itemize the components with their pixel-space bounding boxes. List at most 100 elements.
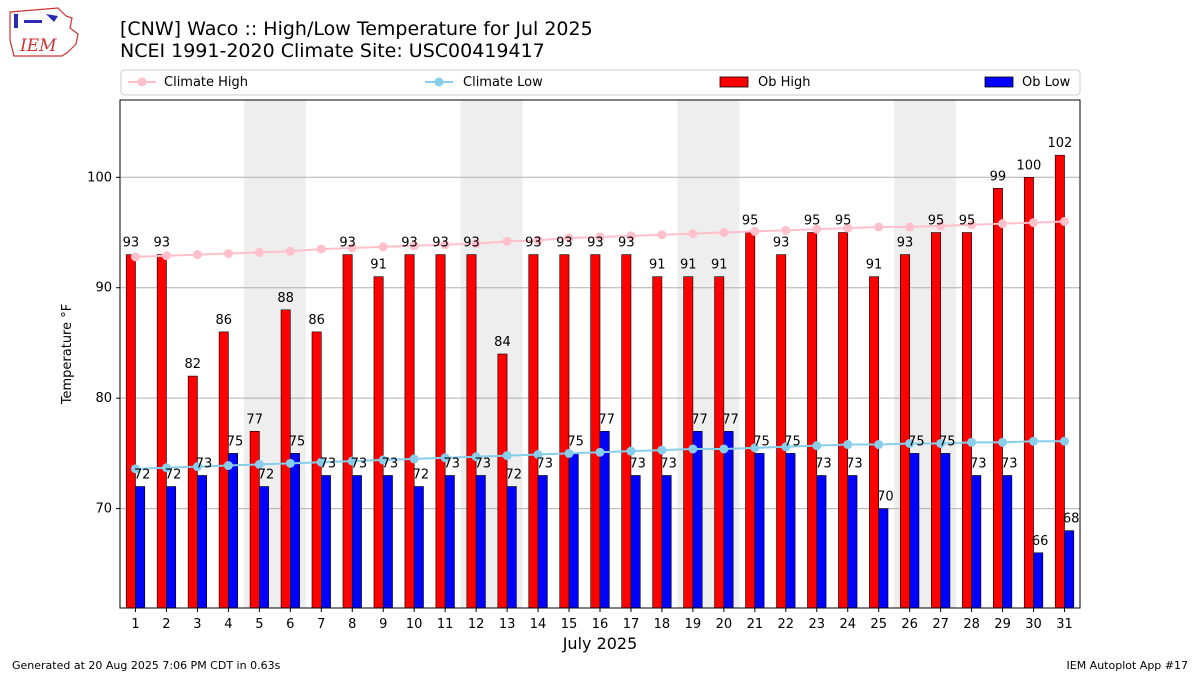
bar-ob-high-14 (528, 254, 539, 609)
label-ob-high-25: 91 (866, 258, 883, 273)
bar-ob-low-12 (475, 475, 486, 609)
point-climate-low-10 (409, 454, 419, 464)
label-ob-high-4: 86 (215, 313, 232, 328)
bar-ob-high-15 (559, 254, 570, 609)
label-ob-high-17: 93 (618, 236, 635, 251)
bar-ob-low-21 (754, 453, 765, 609)
point-climate-low-18 (657, 445, 667, 455)
point-climate-low-25 (874, 440, 884, 450)
label-ob-high-13: 84 (494, 335, 511, 350)
bar-ob-high-27 (931, 232, 941, 609)
x-tick-label-14: 14 (530, 617, 547, 632)
bar-ob-high-4 (218, 331, 229, 609)
point-climate-high-12 (471, 239, 481, 249)
bar-ob-high-17 (621, 254, 632, 609)
bar-ob-high-9 (373, 276, 384, 609)
bar-ob-low-14 (537, 475, 548, 609)
label-ob-low-24: 73 (846, 456, 863, 471)
point-climate-high-14 (533, 235, 543, 245)
x-tick-label-19: 19 (685, 617, 702, 632)
label-ob-high-27: 95 (928, 214, 945, 229)
point-climate-low-9 (378, 455, 388, 465)
point-climate-low-27 (936, 438, 946, 448)
x-tick-label-26: 26 (901, 617, 918, 632)
label-ob-high-12: 93 (463, 236, 480, 251)
legend-label-climate-high: Climate High (164, 75, 248, 90)
label-ob-low-4: 75 (227, 434, 244, 449)
x-tick-label-8: 8 (348, 617, 356, 632)
point-climate-high-7 (316, 244, 326, 254)
label-ob-low-29: 73 (1001, 456, 1018, 471)
label-ob-high-19: 91 (680, 258, 697, 273)
label-ob-low-13: 72 (505, 468, 522, 483)
point-climate-high-26 (905, 222, 915, 232)
point-climate-low-24 (843, 440, 853, 450)
y-tick-label-80: 80 (95, 391, 112, 406)
label-ob-low-9: 73 (382, 456, 399, 471)
x-tick-label-31: 31 (1056, 617, 1073, 632)
bar-ob-low-31 (1064, 530, 1075, 609)
bar-ob-high-5 (249, 431, 260, 609)
x-tick-label-28: 28 (963, 617, 980, 632)
bar-ob-high-1 (125, 254, 136, 609)
point-climate-high-24 (843, 223, 853, 233)
x-tick-label-11: 11 (437, 617, 454, 632)
legend-label-ob-high: Ob High (758, 75, 811, 90)
label-ob-high-30: 100 (1016, 158, 1041, 173)
label-ob-high-24: 95 (835, 214, 852, 229)
label-ob-low-6: 75 (289, 434, 306, 449)
bar-ob-high-12 (466, 254, 477, 609)
label-ob-high-16: 93 (587, 236, 604, 251)
label-ob-high-22: 93 (773, 236, 790, 251)
point-climate-low-6 (285, 458, 295, 468)
label-ob-high-3: 82 (185, 357, 202, 372)
label-ob-low-14: 73 (536, 456, 553, 471)
label-ob-low-31: 68 (1063, 512, 1080, 527)
label-ob-high-6: 88 (277, 291, 294, 306)
bar-ob-low-20 (723, 431, 734, 609)
bar-ob-high-21 (745, 232, 756, 609)
legend-item-climate-high: Climate High (128, 75, 248, 90)
x-tick-label-1: 1 (131, 617, 139, 632)
label-ob-high-10: 93 (401, 236, 418, 251)
point-climate-low-31 (1060, 436, 1070, 446)
bar-ob-high-2 (156, 254, 167, 609)
point-climate-low-4 (223, 461, 233, 471)
bar-ob-low-2 (166, 486, 177, 609)
bar-ob-low-13 (506, 486, 517, 609)
point-climate-low-22 (781, 442, 791, 452)
legend-label-ob-low: Ob Low (1022, 75, 1071, 90)
x-tick-label-12: 12 (468, 617, 485, 632)
bar-ob-low-27 (940, 453, 951, 609)
point-climate-high-25 (874, 222, 884, 232)
label-ob-high-1: 93 (123, 236, 140, 251)
point-climate-high-22 (781, 225, 791, 235)
label-ob-high-26: 93 (897, 236, 914, 251)
point-climate-high-9 (378, 242, 388, 252)
label-ob-high-9: 91 (370, 258, 387, 273)
chart-title-line2: NCEI 1991-2020 Climate Site: USC00419417 (120, 40, 545, 62)
point-climate-low-23 (812, 441, 822, 451)
point-climate-low-26 (905, 438, 915, 448)
point-climate-low-8 (347, 456, 357, 466)
chart-title-line1: [CNW] Waco :: High/Low Temperature for J… (120, 18, 593, 40)
point-climate-high-5 (254, 247, 264, 257)
label-ob-high-29: 99 (990, 169, 1007, 184)
label-ob-high-23: 95 (804, 214, 821, 229)
x-tick-label-6: 6 (286, 617, 294, 632)
label-ob-high-11: 93 (432, 236, 449, 251)
point-climate-low-13 (502, 451, 512, 461)
label-ob-low-23: 73 (815, 456, 832, 471)
label-ob-low-1: 72 (134, 468, 151, 483)
label-ob-low-2: 72 (165, 468, 182, 483)
label-ob-low-26: 75 (908, 434, 925, 449)
point-climate-low-28 (967, 437, 977, 447)
label-ob-low-30: 66 (1032, 534, 1049, 549)
bar-ob-low-7 (320, 475, 331, 609)
label-ob-low-10: 72 (413, 468, 430, 483)
bar-ob-low-22 (785, 453, 796, 609)
label-ob-low-16: 77 (598, 412, 615, 427)
point-climate-low-30 (1029, 436, 1039, 446)
bar-ob-high-22 (776, 254, 787, 609)
